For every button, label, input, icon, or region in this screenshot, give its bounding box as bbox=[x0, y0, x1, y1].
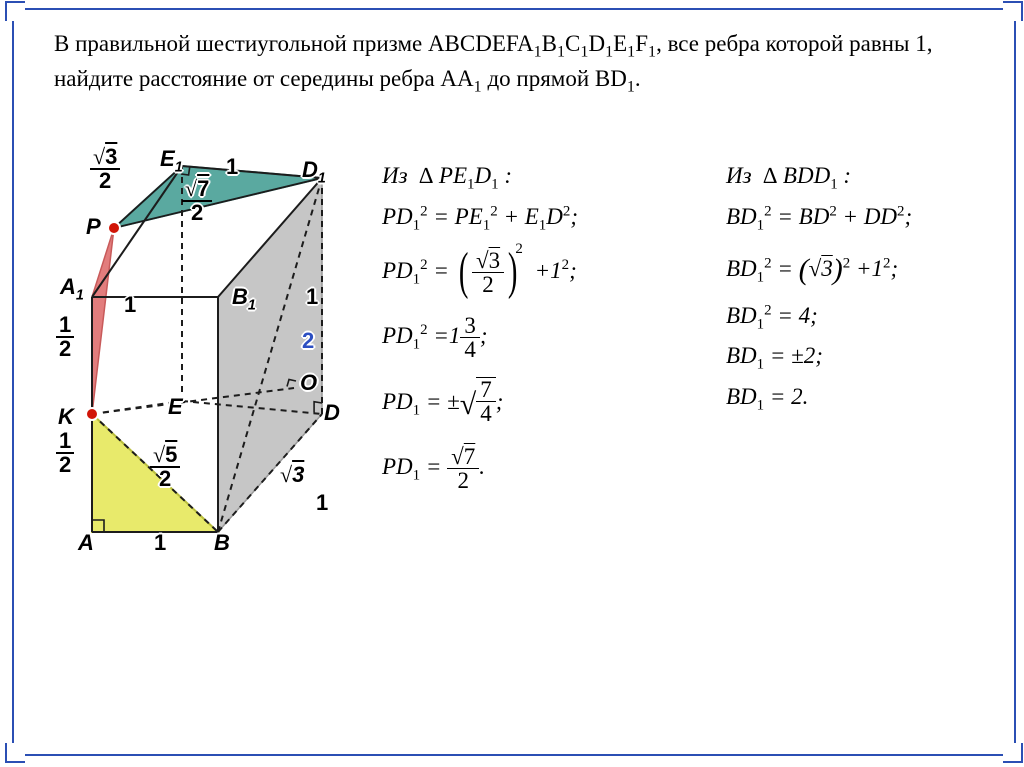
prism-diagram: E1D1PA1B1KEODAB√321√721121212√52√311 bbox=[32, 152, 372, 582]
vertex-label-p: P bbox=[86, 214, 101, 240]
value-label-one-cd: 1 bbox=[316, 490, 328, 516]
frame-corner-tl bbox=[5, 1, 25, 21]
vertex-label-d1: D1 bbox=[302, 157, 326, 186]
vertex-label-a1: A1 bbox=[60, 274, 84, 303]
frame-corner-tr bbox=[1003, 1, 1023, 21]
value-label-sqrt5over2: √52 bbox=[150, 444, 180, 490]
eq-pd1-sq-134: PD12 =134; bbox=[382, 314, 702, 361]
value-label-half-ka: 12 bbox=[56, 430, 74, 476]
eq-bd1-sq-val: BD12 = (√3)2 +12; bbox=[726, 249, 1024, 288]
eq-pd1-sq-sum: PD12 = PE12 + E1D2; bbox=[382, 203, 702, 236]
vertex-label-o: O bbox=[300, 370, 317, 396]
frame-corner-br bbox=[1003, 743, 1023, 763]
math-column-ped1: Из ∆ PE1D1 : PD12 = PE12 + E1D2; PD12 = … bbox=[382, 162, 702, 500]
value-label-sqrt3over2-top: √32 bbox=[90, 146, 120, 192]
value-label-two-bd1: 2 bbox=[302, 328, 314, 354]
math-column-bdd1: Из ∆ BDD1 : BD12 = BD2 + DD2; BD12 = (√3… bbox=[726, 162, 1024, 423]
header-ped1: Из ∆ PE1D1 : bbox=[382, 162, 702, 195]
vertex-label-d: D bbox=[324, 400, 340, 426]
eq-bd1-2: BD1 = 2. bbox=[726, 383, 1024, 416]
eq-pd1-pm: PD1 = ±√74; bbox=[382, 379, 702, 427]
vertex-label-a: A bbox=[78, 530, 94, 556]
vertex-label-k: K bbox=[58, 404, 74, 430]
value-label-half-a1k: 12 bbox=[56, 314, 74, 360]
value-label-one-top: 1 bbox=[226, 154, 238, 180]
value-label-one-b1d1: 1 bbox=[306, 284, 318, 310]
value-label-sqrt7over2: √72 bbox=[182, 178, 212, 224]
header-bdd1: Из ∆ BDD1 : bbox=[726, 162, 1024, 195]
eq-bd1-sq-sum: BD12 = BD2 + DD2; bbox=[726, 203, 1024, 236]
vertex-label-b1: B1 bbox=[232, 284, 256, 313]
frame-corner-bl bbox=[5, 743, 25, 763]
problem-statement: В правильной шестиугольной призме ABCDEF… bbox=[54, 28, 974, 99]
eq-bd1-sq-4: BD12 = 4; bbox=[726, 302, 1024, 335]
eq-pd1-final: PD1 = √72. bbox=[382, 445, 702, 492]
eq-bd1-pm2: BD1 = ±2; bbox=[726, 342, 1024, 375]
vertex-label-e1: E1 bbox=[160, 146, 183, 175]
vertex-label-e: E bbox=[168, 394, 183, 420]
value-label-one-ab: 1 bbox=[154, 530, 166, 556]
decorative-frame: В правильной шестиугольной призме ABCDEF… bbox=[12, 8, 1016, 756]
value-label-one-a1b1: 1 bbox=[124, 292, 136, 318]
eq-pd1-sq-val: PD12 = (√32)2 +12; bbox=[382, 249, 702, 296]
value-label-sqrt3-bd: √3 bbox=[280, 462, 304, 488]
vertex-label-b: B bbox=[214, 530, 230, 556]
